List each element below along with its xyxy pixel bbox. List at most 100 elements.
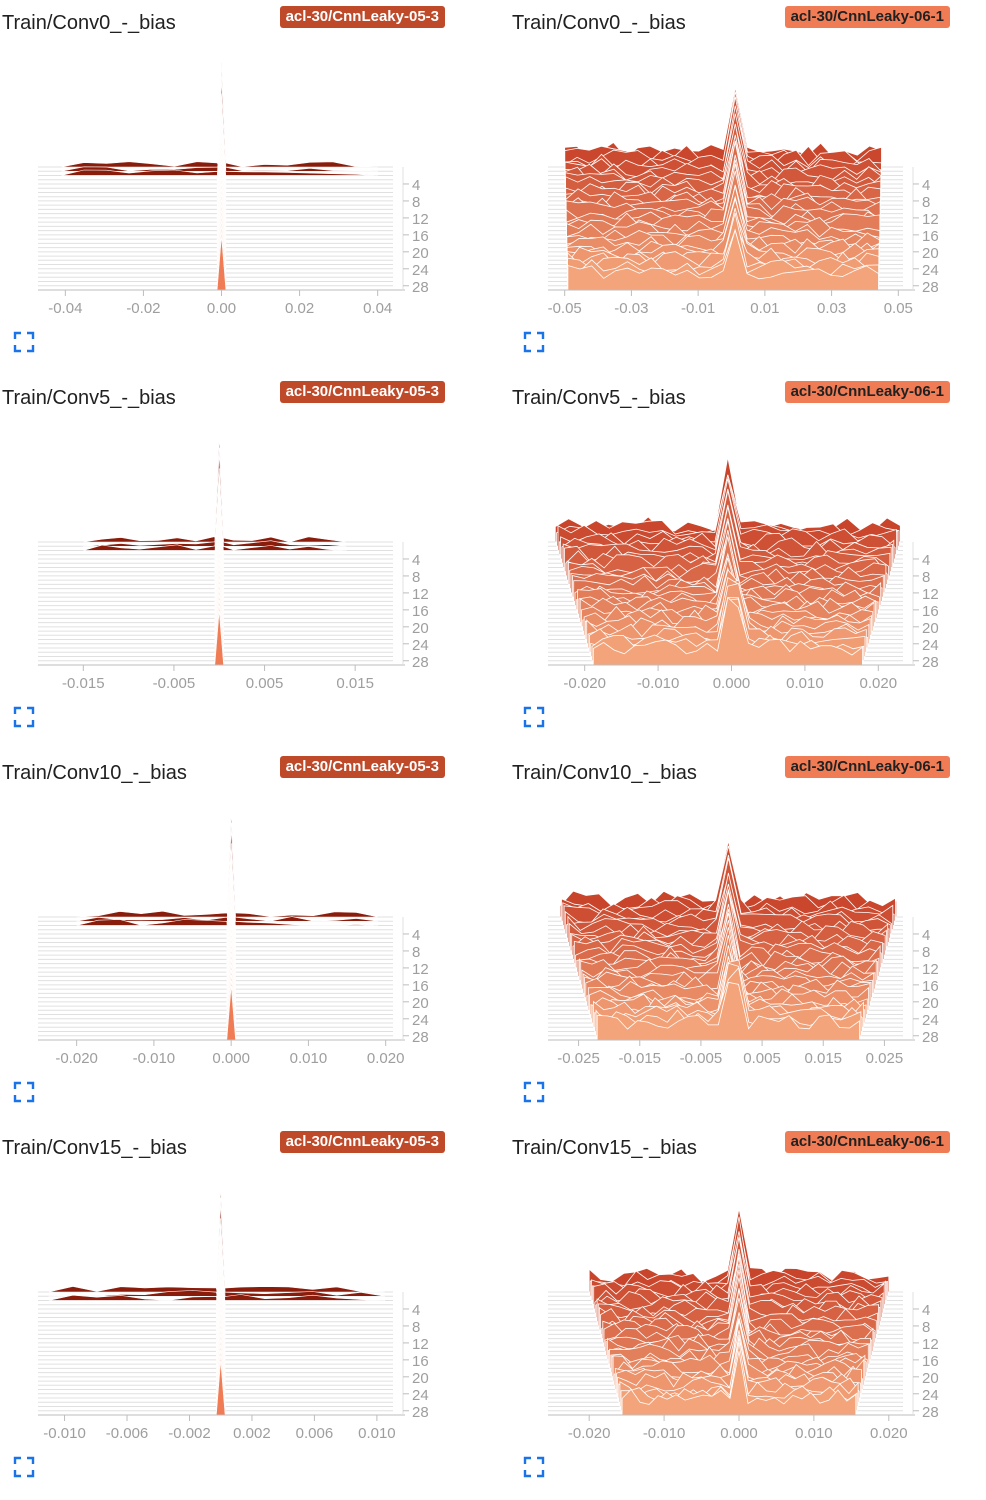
- x-tick-label: 0.000: [212, 1050, 250, 1067]
- x-tick-label: -0.05: [548, 300, 582, 317]
- x-axis: -0.010 -0.006 -0.002 0.002 0.006 0.010: [38, 1414, 405, 1442]
- fullscreen-icon[interactable]: [522, 1455, 546, 1479]
- y-tick-label: 4: [412, 552, 420, 569]
- x-tick-label: -0.03: [614, 300, 648, 317]
- x-axis: -0.020 -0.010 0.000 0.010 0.020: [38, 1039, 405, 1067]
- x-tick-label: 0.02: [285, 300, 314, 317]
- y-tick-label: 20: [922, 245, 939, 262]
- y-tick-label: 12: [412, 211, 429, 228]
- y-tick-label: 24: [922, 1012, 939, 1029]
- x-tick-label: 0.05: [884, 300, 913, 317]
- run-badge: acl-30/CnnLeaky-06-1: [784, 756, 950, 778]
- x-tick-label: -0.006: [106, 1425, 149, 1442]
- x-tick-label: 0.020: [870, 1425, 908, 1442]
- ridge-step: [60, 72, 379, 172]
- y-tick-label: 8: [412, 1319, 420, 1336]
- step-gridlines: [38, 916, 393, 1041]
- x-tick-label: -0.04: [48, 300, 82, 317]
- y-tick-label: 16: [412, 1353, 429, 1370]
- y-tick-label: 8: [922, 1319, 930, 1336]
- y-tick-label: 4: [412, 927, 420, 944]
- x-tick-label: 0.000: [720, 1425, 758, 1442]
- histogram-card: Train/Conv10_-_bias acl-30/CnnLeaky-05-3 -…: [0, 750, 470, 1125]
- y-tick-label: 12: [922, 586, 939, 603]
- y-tick-label: 4: [922, 1302, 930, 1319]
- ridge-step: [592, 596, 863, 666]
- y-tick-label: 24: [922, 1387, 939, 1404]
- card-title: Train/Conv5_-_bias: [2, 387, 176, 409]
- ridge-series: [554, 457, 901, 666]
- x-tick-label: 0.006: [296, 1425, 334, 1442]
- y-tick-label: 28: [922, 654, 939, 671]
- ridge-step: [621, 1351, 857, 1416]
- y-tick-label: 16: [922, 1353, 939, 1370]
- ridge-step: [82, 447, 347, 547]
- ridge-series: [48, 1186, 386, 1416]
- x-tick-label: -0.02: [126, 300, 160, 317]
- ridge-step: [76, 822, 379, 922]
- y-tick-label: 12: [412, 961, 429, 978]
- ridge-step: [82, 453, 347, 551]
- y-tick-label: 8: [922, 569, 930, 586]
- x-tick-label: 0.005: [743, 1050, 781, 1067]
- y-tick-label: 28: [412, 654, 429, 671]
- y-tick-label: 4: [922, 927, 930, 944]
- fullscreen-icon[interactable]: [12, 330, 36, 354]
- y-tick-label: 20: [922, 1370, 939, 1387]
- y-tick-label: 20: [412, 245, 429, 262]
- x-tick-label: -0.015: [618, 1050, 661, 1067]
- ridge-series: [60, 61, 379, 291]
- histogram-card: Train/Conv5_-_bias acl-30/CnnLeaky-06-1 -0…: [510, 375, 980, 750]
- x-tick-label: -0.020: [55, 1050, 98, 1067]
- x-tick-label: -0.01: [681, 300, 715, 317]
- y-tick-label: 12: [412, 1336, 429, 1353]
- x-tick-label: -0.005: [680, 1050, 723, 1067]
- y-tick-label: 4: [412, 177, 420, 194]
- ridge-step: [83, 436, 347, 543]
- fullscreen-icon[interactable]: [12, 705, 36, 729]
- y-tick-label: 16: [922, 603, 939, 620]
- x-tick-label: -0.010: [133, 1050, 176, 1067]
- run-badge: acl-30/CnnLeaky-06-1: [784, 381, 950, 403]
- y-tick-label: 8: [412, 944, 420, 961]
- y-tick-label: 24: [922, 637, 939, 654]
- fullscreen-icon[interactable]: [12, 1080, 36, 1104]
- x-tick-label: 0.010: [358, 1425, 396, 1442]
- ridge-step: [567, 228, 879, 291]
- ridge-step: [596, 981, 860, 1041]
- fullscreen-icon[interactable]: [12, 1455, 36, 1479]
- step-gridlines: [38, 166, 393, 291]
- run-badge: acl-30/CnnLeaky-05-3: [279, 381, 445, 403]
- y-tick-label: 28: [922, 279, 939, 296]
- y-tick-label: 4: [922, 552, 930, 569]
- card-title: Train/Conv15_-_bias: [512, 1137, 697, 1159]
- y-tick-label: 4: [412, 1302, 420, 1319]
- y-tick-label: 28: [412, 1029, 429, 1046]
- fullscreen-icon[interactable]: [522, 1080, 546, 1104]
- y-tick-label: 20: [922, 620, 939, 637]
- y-tick-label: 12: [412, 586, 429, 603]
- y-tick-label: 24: [412, 1387, 429, 1404]
- run-badge: acl-30/CnnLeaky-05-3: [279, 1131, 445, 1153]
- x-tick-label: 0.04: [363, 300, 392, 317]
- y-tick-label: 4: [922, 177, 930, 194]
- ridge-series: [588, 1208, 890, 1416]
- fullscreen-icon[interactable]: [522, 330, 546, 354]
- histogram-card: Train/Conv10_-_bias acl-30/CnnLeaky-06-1 -…: [510, 750, 980, 1125]
- ridge-step: [566, 197, 880, 265]
- run-badge: acl-30/CnnLeaky-06-1: [784, 1131, 950, 1153]
- x-tick-label: -0.002: [168, 1425, 211, 1442]
- y-tick-label: 16: [412, 228, 429, 245]
- histogram-plot: -0.025 -0.015 -0.005 0.005 0.015 0.0254812162…: [548, 840, 939, 1067]
- run-badge: acl-30/CnnLeaky-06-1: [784, 6, 950, 28]
- y-tick-label: 20: [412, 995, 429, 1012]
- y-tick-label: 28: [412, 1404, 429, 1421]
- fullscreen-icon[interactable]: [522, 705, 546, 729]
- x-tick-label: -0.025: [557, 1050, 600, 1067]
- y-tick-label: 12: [922, 211, 939, 228]
- x-tick-label: 0.020: [860, 675, 898, 692]
